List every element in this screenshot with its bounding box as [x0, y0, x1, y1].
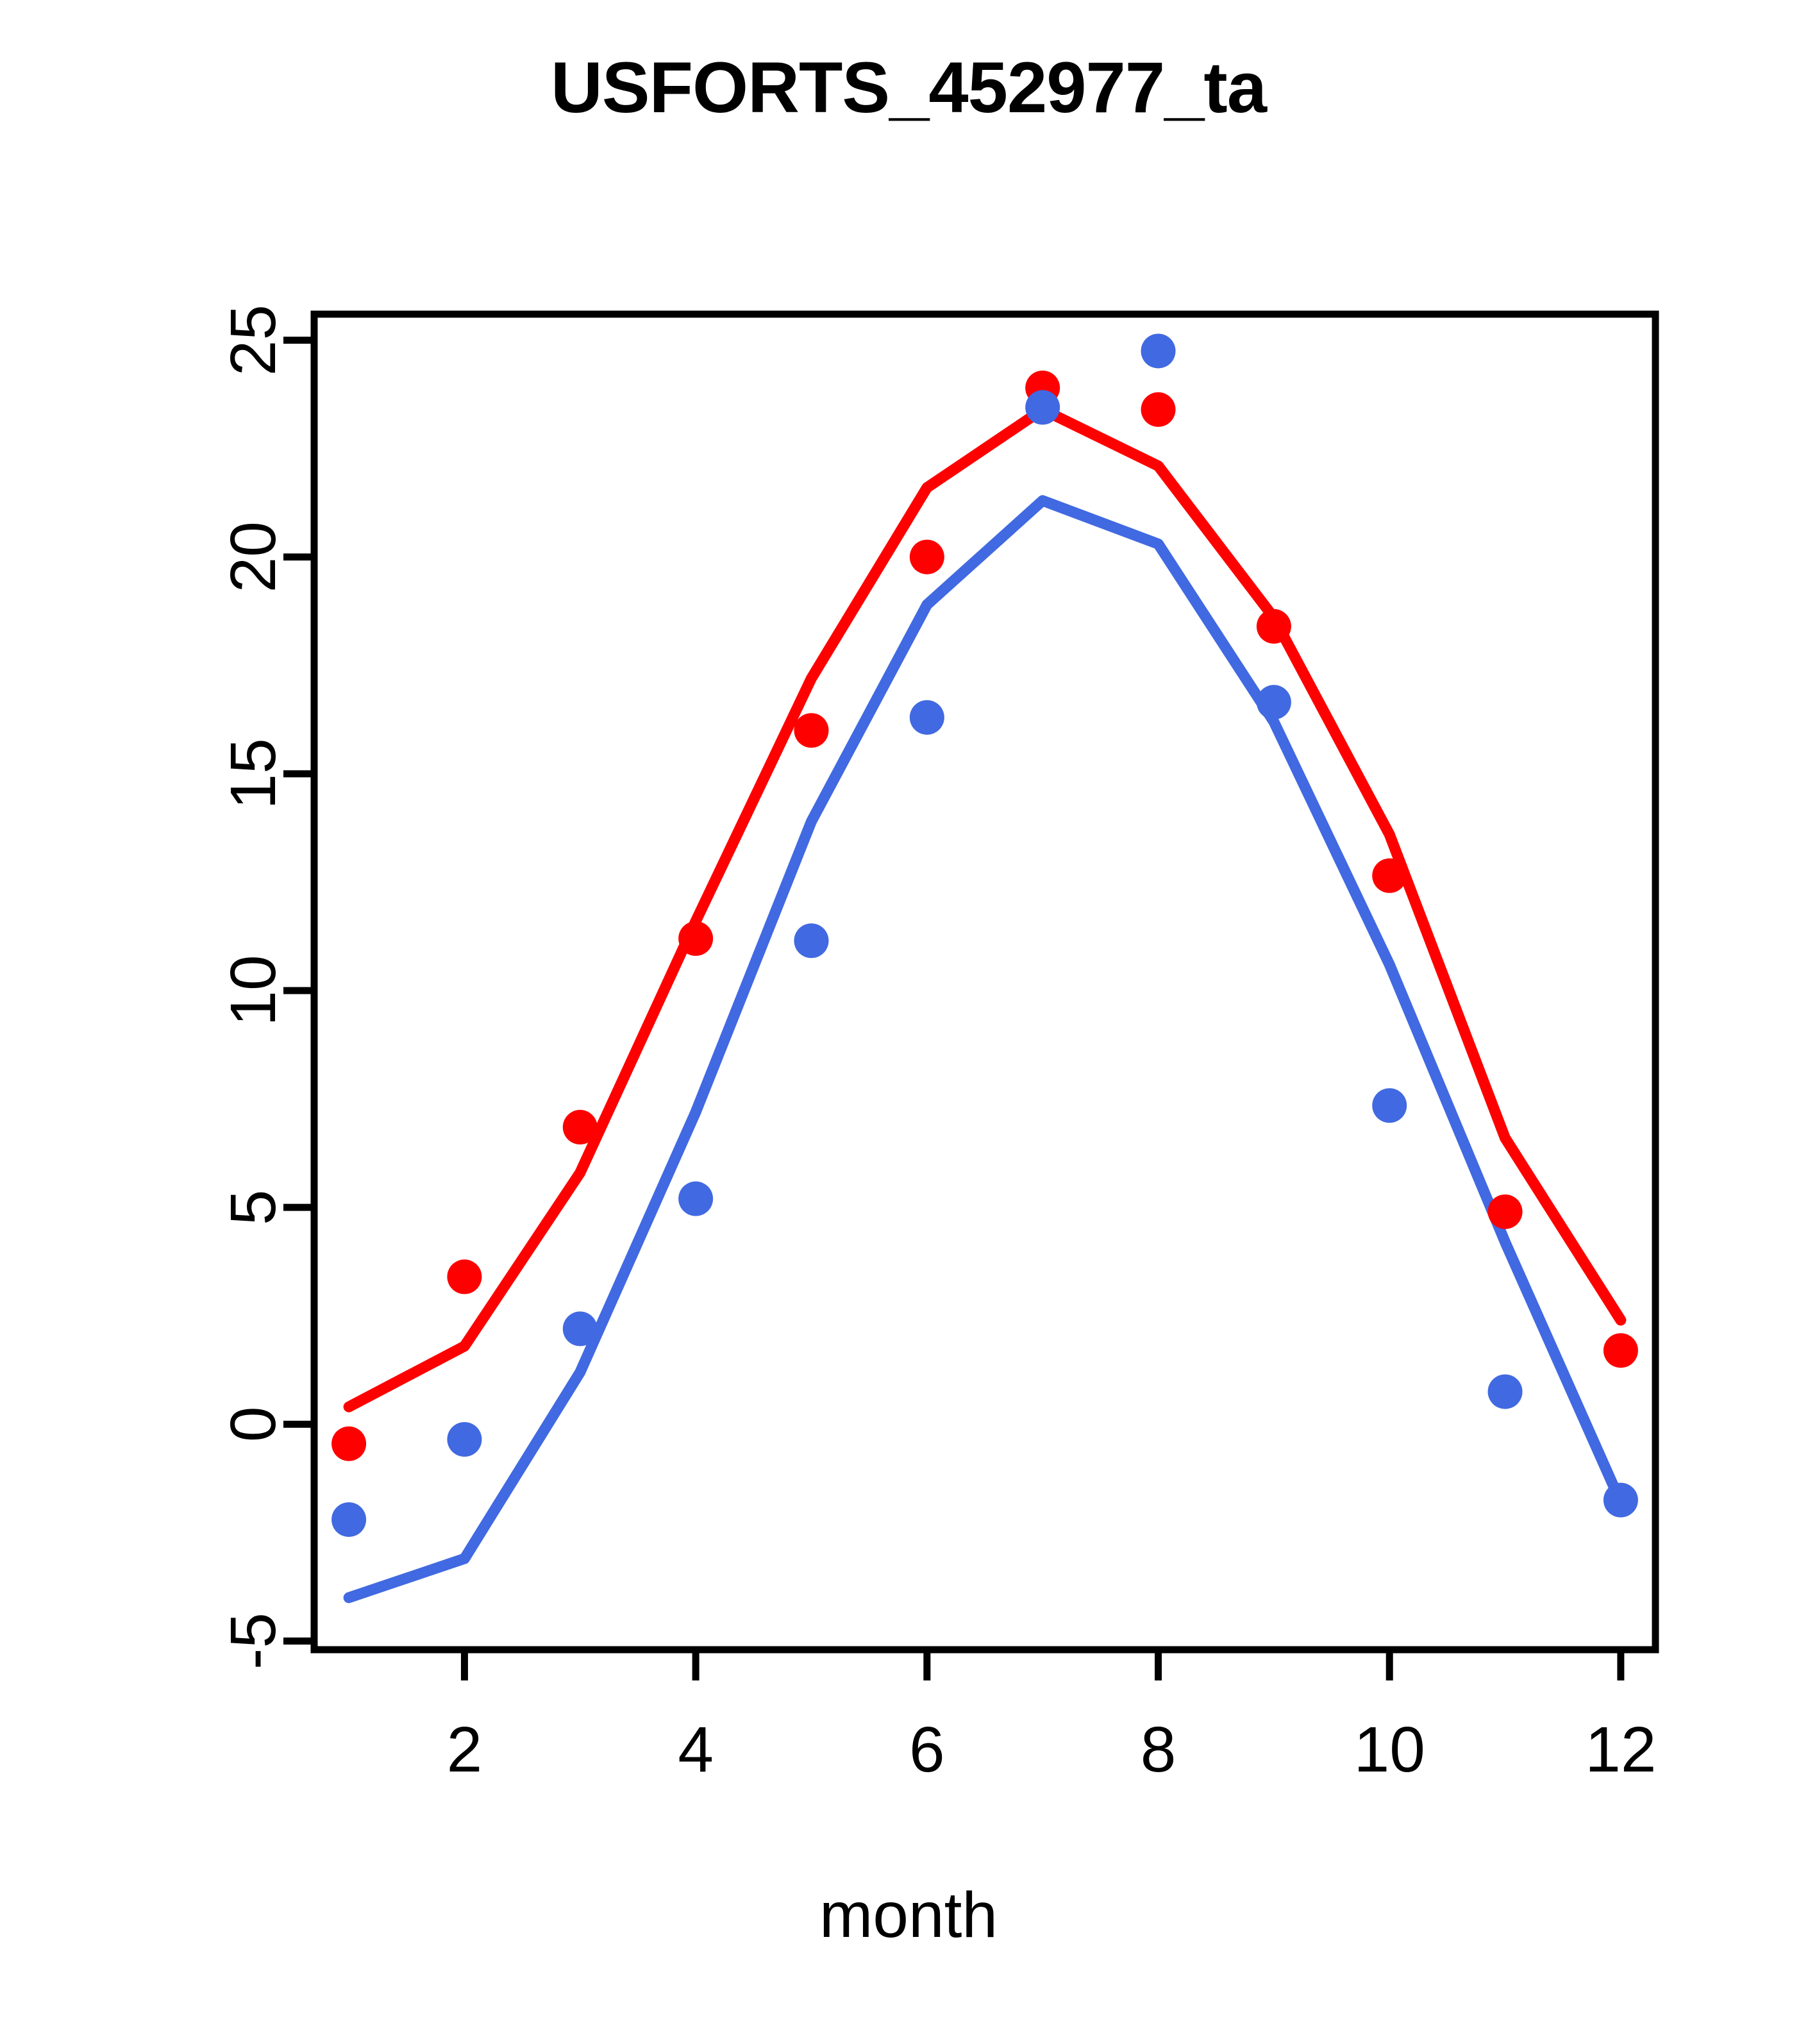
- y-axis-tick-labels: -5 0 5 10 15 20 25: [217, 305, 289, 1670]
- data-point-blue-points: [909, 699, 944, 735]
- data-point-blue-points: [331, 1502, 367, 1537]
- data-point-blue-points: [447, 1421, 482, 1457]
- data-point-red-points: [1256, 608, 1291, 644]
- y-tick-label: 10: [217, 955, 289, 1026]
- x-tick-label: 10: [1354, 1714, 1425, 1786]
- data-point-red-points: [794, 713, 829, 748]
- y-tick-label: 0: [217, 1407, 289, 1443]
- data-point-blue-points: [1141, 333, 1176, 369]
- data-point-red-points: [447, 1259, 482, 1294]
- series-line-blue-line: [343, 495, 1627, 1604]
- data-point-red-points: [562, 1110, 598, 1145]
- x-axis-ticks: [460, 1650, 1625, 1680]
- data-point-blue-points: [562, 1311, 598, 1346]
- data-point-blue-points: [678, 1181, 714, 1216]
- x-axis-label: month: [819, 1879, 998, 1951]
- x-tick-label: 6: [909, 1714, 945, 1786]
- y-tick-label: -5: [217, 1613, 289, 1670]
- x-tick-label: 8: [1141, 1714, 1176, 1786]
- y-tick-label: 15: [217, 738, 289, 809]
- data-point-blue-points: [794, 923, 829, 959]
- data-point-red-points: [1141, 392, 1176, 427]
- data-point-blue-points: [1603, 1482, 1638, 1518]
- page-title: USFORTS_452977_ta: [550, 47, 1267, 128]
- x-axis-tick-labels: 2 4 6 8 10 12: [447, 1714, 1657, 1786]
- data-point-red-points: [331, 1426, 367, 1461]
- series-line-red-line: [343, 404, 1627, 1412]
- data-point-red-points: [1603, 1333, 1638, 1368]
- data-point-blue-points: [1372, 1088, 1407, 1123]
- y-tick-label: 5: [217, 1189, 289, 1225]
- series-points: [331, 333, 1638, 1537]
- y-axis-ticks: [283, 337, 314, 1645]
- data-point-red-points: [909, 539, 944, 574]
- x-tick-label: 4: [678, 1714, 714, 1786]
- data-point-red-points: [678, 921, 714, 956]
- data-point-blue-points: [1487, 1374, 1523, 1409]
- y-tick-label: 25: [217, 305, 289, 376]
- plot-frame: [310, 310, 1659, 1654]
- data-point-blue-points: [1025, 390, 1060, 425]
- data-point-red-points: [1487, 1194, 1523, 1229]
- y-tick-label: 20: [217, 521, 289, 592]
- x-tick-label: 12: [1585, 1714, 1656, 1786]
- x-tick-label: 2: [447, 1714, 483, 1786]
- data-point-blue-points: [1256, 685, 1291, 720]
- series-lines: [343, 404, 1627, 1604]
- data-point-red-points: [1372, 858, 1407, 893]
